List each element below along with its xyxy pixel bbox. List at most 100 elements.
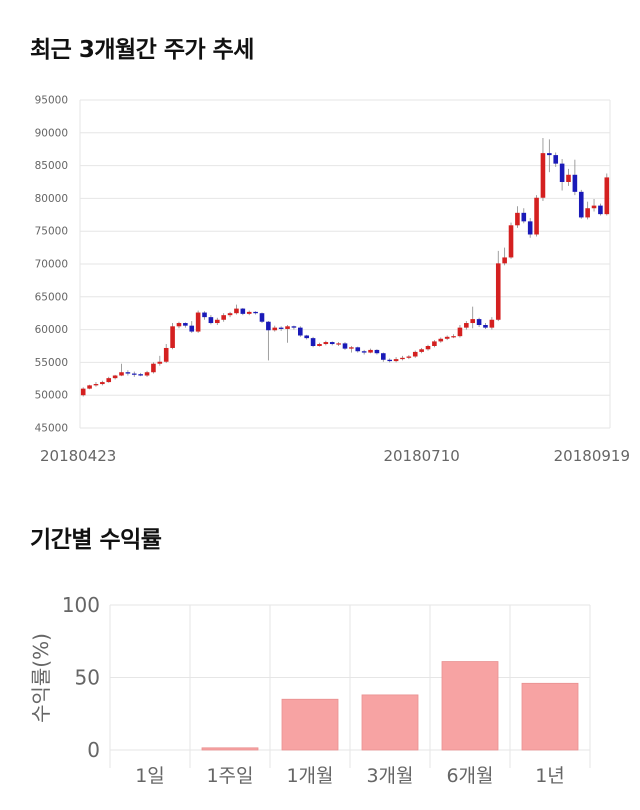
price-trend-title: 최근 3개월간 주가 추세 bbox=[30, 37, 254, 63]
candle-48 bbox=[387, 358, 392, 363]
candle-31 bbox=[278, 326, 284, 331]
candle-y-tick-label: 45000 bbox=[35, 423, 68, 435]
candle-body bbox=[208, 317, 214, 324]
candle-10 bbox=[144, 370, 150, 377]
candle-body bbox=[387, 359, 392, 362]
candle-body bbox=[521, 212, 527, 222]
candle-63 bbox=[483, 323, 488, 329]
candle-body bbox=[566, 174, 571, 182]
candle-3 bbox=[100, 380, 105, 386]
candle-47 bbox=[381, 352, 386, 362]
candle-44 bbox=[361, 349, 367, 355]
candle-y-tick-label: 80000 bbox=[35, 193, 68, 205]
candle-25 bbox=[240, 307, 246, 316]
candle-x-tick-label: 20180423 bbox=[40, 447, 116, 465]
candle-23 bbox=[227, 311, 233, 318]
candle-body bbox=[412, 351, 418, 357]
candle-body bbox=[464, 323, 469, 328]
candle-body bbox=[183, 323, 188, 326]
candle-body bbox=[578, 191, 584, 218]
bar-x-tick-label: 6개월 bbox=[446, 765, 493, 787]
bar-y-tick-label: 0 bbox=[87, 738, 100, 762]
candle-55 bbox=[432, 340, 437, 348]
candle-y-tick-label: 75000 bbox=[35, 226, 68, 238]
candle-5 bbox=[112, 374, 118, 380]
candle-body bbox=[285, 326, 290, 329]
candle-72 bbox=[540, 138, 546, 202]
candle-56 bbox=[438, 337, 444, 343]
candle-49 bbox=[393, 357, 399, 363]
candle-body bbox=[349, 347, 354, 349]
bar-3 bbox=[361, 694, 419, 751]
candle-body bbox=[329, 342, 335, 345]
candle-marks bbox=[80, 138, 610, 397]
candle-60 bbox=[464, 321, 469, 330]
candle-body bbox=[112, 375, 118, 379]
candle-body bbox=[131, 373, 137, 375]
candle-76 bbox=[566, 168, 571, 186]
bar-1 bbox=[201, 747, 259, 751]
candle-body bbox=[495, 263, 501, 320]
candle-46 bbox=[374, 349, 380, 355]
candle-26 bbox=[246, 310, 252, 316]
bar-x-tick-label: 1주일 bbox=[206, 765, 253, 787]
candle-body bbox=[100, 382, 105, 385]
candle-body bbox=[266, 321, 271, 331]
candle-74 bbox=[553, 152, 559, 167]
candle-body bbox=[361, 351, 367, 353]
bar-x-tick-label: 3개월 bbox=[366, 765, 413, 787]
candle-17 bbox=[189, 321, 195, 333]
candle-body bbox=[470, 319, 476, 324]
candle-37 bbox=[317, 342, 322, 347]
candle-77 bbox=[572, 159, 578, 196]
candle-69 bbox=[521, 208, 527, 224]
candle-body bbox=[527, 221, 533, 235]
bar-y-ticks: 0 50 100 bbox=[62, 593, 100, 762]
candle-body bbox=[368, 349, 373, 353]
candle-6 bbox=[119, 363, 124, 377]
candle-body bbox=[432, 341, 437, 346]
candle-body bbox=[189, 325, 195, 332]
candle-34 bbox=[298, 326, 303, 337]
candle-body bbox=[393, 359, 399, 362]
candle-11 bbox=[151, 362, 156, 374]
candle-body bbox=[298, 327, 303, 336]
candle-53 bbox=[419, 347, 424, 354]
candle-64 bbox=[489, 317, 495, 330]
candle-58 bbox=[451, 334, 456, 339]
candle-65 bbox=[495, 250, 501, 322]
bar-4 bbox=[441, 661, 499, 751]
candle-2 bbox=[93, 382, 99, 387]
candle-body bbox=[259, 313, 265, 322]
candle-67 bbox=[508, 222, 514, 259]
bar-y-tick-label: 100 bbox=[62, 593, 100, 617]
candle-13 bbox=[163, 344, 169, 364]
candle-body bbox=[547, 153, 552, 156]
candle-body bbox=[406, 356, 412, 358]
candle-body bbox=[125, 372, 131, 374]
candle-body bbox=[195, 312, 201, 332]
candle-body bbox=[138, 374, 143, 376]
bar-marks bbox=[201, 661, 579, 751]
candle-50 bbox=[400, 355, 405, 361]
candle-x-tick-label: 20180710 bbox=[383, 447, 459, 465]
candle-body bbox=[253, 311, 258, 314]
candle-body bbox=[457, 327, 463, 337]
candle-7 bbox=[125, 370, 131, 376]
candle-body bbox=[355, 347, 361, 352]
candle-52 bbox=[412, 350, 418, 358]
candle-4 bbox=[106, 376, 112, 383]
candle-8 bbox=[131, 371, 137, 377]
bar-y-axis-label: 수익률(%) bbox=[29, 633, 53, 723]
candle-9 bbox=[138, 372, 143, 377]
candle-36 bbox=[310, 336, 316, 348]
candle-body bbox=[246, 311, 252, 314]
candle-73 bbox=[547, 139, 552, 173]
bar-x-tick-label: 1개월 bbox=[286, 765, 333, 787]
candle-body bbox=[317, 344, 322, 346]
candle-32 bbox=[285, 325, 290, 343]
candle-body bbox=[214, 319, 220, 324]
candle-24 bbox=[234, 304, 239, 315]
candle-body bbox=[425, 346, 431, 350]
candle-body bbox=[163, 347, 169, 362]
